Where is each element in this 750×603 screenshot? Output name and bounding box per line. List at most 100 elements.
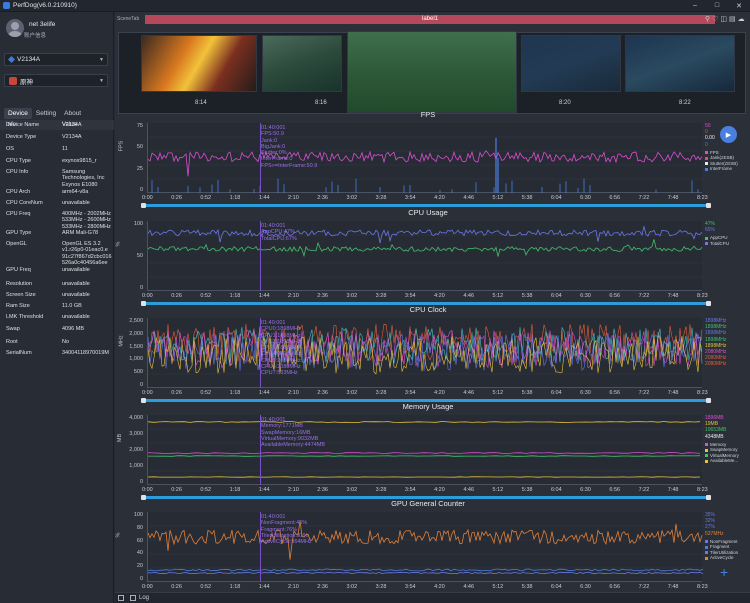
- info-value: exynos9815_r: [62, 158, 97, 164]
- tab-device[interactable]: Device: [4, 108, 32, 119]
- legend-item[interactable]: FPS: [705, 150, 738, 156]
- legend-item[interactable]: Jank(≠ESB): [705, 155, 738, 161]
- plot-area[interactable]: 01:40:001 FPS:50.9 Jank:0 BigJank:0 Stutter:…: [147, 123, 703, 193]
- screenshot-thumb[interactable]: [141, 35, 257, 92]
- tab-about[interactable]: About: [64, 110, 82, 117]
- cloud-icon[interactable]: ☁: [737, 16, 745, 23]
- legend-item[interactable]: ActiveCycle: [705, 555, 738, 561]
- legend-item[interactable]: SwapMemory: [705, 447, 739, 453]
- account-info-link[interactable]: 账户信息: [24, 33, 47, 39]
- screenshot-thumb[interactable]: [262, 35, 342, 92]
- add-icon[interactable]: +: [720, 564, 729, 580]
- legend-swatch-icon: [705, 443, 708, 447]
- user-name: net 3elife: [29, 21, 56, 28]
- legend-item[interactable]: Memory: [705, 442, 739, 448]
- x-tick: 2:10: [288, 195, 299, 201]
- current-value: 19MB: [705, 421, 719, 428]
- screenshot-thumb-current[interactable]: [347, 31, 517, 113]
- screenshot-timeline[interactable]: 8:14 8:16 8:20 8:22: [118, 31, 746, 114]
- legend-item[interactable]: NonFragment: [705, 539, 738, 545]
- cursor-tooltip: 01:40:001 CPU0:1898MHz CPU1:1898MHz CPU2:18…: [261, 320, 301, 377]
- y-tick: 75: [136, 123, 143, 129]
- legend-swatch-icon: [705, 167, 708, 171]
- x-tick: 5:38: [521, 293, 533, 299]
- x-tick: 5:12: [492, 195, 504, 201]
- x-tick: 7:48: [667, 293, 679, 299]
- legend-item[interactable]: Stutter(≠ESB): [705, 161, 738, 167]
- legend-item[interactable]: VirtualMemory: [705, 453, 739, 459]
- thumb-time: 8:22: [679, 100, 691, 106]
- chart-panel: CPU Usage% 100 50 0 01:40:001 AppCPU:47% Total…: [115, 208, 739, 306]
- scene-toolbar: ⚲ ♡ ◫ ▤ ☁: [705, 15, 745, 23]
- legend-item[interactable]: AppCPU: [705, 235, 729, 241]
- series-line: [147, 328, 703, 369]
- time-cursor[interactable]: [260, 512, 261, 582]
- chart-scrollbar[interactable]: [141, 203, 711, 208]
- expand-icon[interactable]: [118, 595, 124, 601]
- chart-scrollbar[interactable]: [141, 398, 711, 403]
- time-cursor[interactable]: [260, 415, 261, 485]
- tab-setting[interactable]: Setting: [35, 110, 57, 117]
- folder-icon[interactable]: ▤: [729, 16, 736, 23]
- legend-label: AvailableMe...: [710, 458, 739, 464]
- minimize-icon[interactable]: –: [693, 2, 697, 9]
- screenshot-thumb[interactable]: [521, 35, 621, 92]
- time-cursor[interactable]: [260, 123, 261, 193]
- time-cursor[interactable]: [260, 221, 261, 291]
- device-select[interactable]: V2134A ▼: [4, 53, 108, 66]
- plot-area[interactable]: 01:40:001 Memory:1771MB SwapMemory:16MB Vir…: [147, 415, 703, 485]
- tooltip-line: Jank:0: [261, 137, 278, 144]
- chart-scrollbar[interactable]: [141, 495, 711, 500]
- info-value: arm64-v8a: [62, 189, 89, 195]
- info-key: GPU Freq: [6, 267, 31, 273]
- y-tick: 1,000: [129, 356, 143, 363]
- legend-item[interactable]: AvailableMe...: [705, 458, 739, 464]
- tooltip-line: VirtualMemory:9032MB: [261, 435, 319, 442]
- x-tick: 1:44: [258, 584, 270, 590]
- current-value: 537MHz: [705, 530, 724, 537]
- app-icon: [9, 76, 17, 85]
- time-cursor[interactable]: [260, 318, 261, 388]
- chart-legend: AppCPU TotalCPU: [705, 235, 729, 246]
- log-checkbox[interactable]: [130, 595, 136, 601]
- current-values: 1896MB 19MB 10653MB 4348MB: [705, 415, 726, 440]
- info-value: 11.0 GB: [62, 303, 82, 309]
- current-value: 1896MB: [705, 415, 724, 421]
- series-line: [147, 150, 703, 177]
- legend-swatch-icon: [705, 162, 708, 166]
- y-tick: 500: [133, 369, 143, 376]
- app-select[interactable]: 原神 ▼: [4, 74, 108, 87]
- x-tick: 4:20: [434, 293, 445, 299]
- legend-item[interactable]: TotalCPU: [705, 241, 729, 247]
- y-tick: 50: [136, 144, 143, 151]
- x-tick: 6:04: [550, 487, 562, 493]
- plot-area[interactable]: 01:40:001 NonFragment:45% Fragment:76% Tile…: [147, 512, 704, 582]
- legend-item[interactable]: InterFrame: [705, 166, 738, 172]
- tooltip-line: 01:40:001: [261, 223, 286, 229]
- chart-scrollbar[interactable]: [141, 301, 711, 306]
- series-line: [147, 421, 701, 423]
- legend-item[interactable]: Fragment: [705, 544, 738, 550]
- maximize-icon[interactable]: □: [714, 2, 720, 9]
- legend-item[interactable]: TilerUtilization: [705, 550, 738, 556]
- close-icon[interactable]: ✕: [736, 2, 742, 10]
- plot-area[interactable]: 01:40:001 CPU0:1898MHz CPU1:1898MHz CPU2:18…: [147, 318, 703, 388]
- x-tick: 8:23: [697, 195, 708, 201]
- chart-panel: Memory Usage MB 4,000 3,000 2,000 1,000 0 01:40…: [117, 402, 739, 500]
- screenshot-thumb[interactable]: [625, 35, 735, 92]
- scene-label-bar[interactable]: label1: [145, 15, 715, 24]
- avatar[interactable]: [6, 19, 24, 37]
- legend-label: Jank(≠ESB): [710, 155, 734, 161]
- info-key: Device Type: [6, 134, 37, 140]
- trash-icon[interactable]: ◫: [720, 16, 728, 23]
- location-icon[interactable]: ⚲: [705, 16, 711, 23]
- x-tick: 2:36: [317, 293, 328, 299]
- plot-area[interactable]: 01:40:001 AppCPU:47% TotalCPU:67%: [147, 221, 703, 291]
- legend-label: Fragment: [710, 544, 730, 550]
- app-logo-icon: [3, 2, 10, 9]
- heart-icon[interactable]: ♡: [712, 16, 719, 23]
- current-value: 32%: [705, 518, 716, 525]
- current-value: 0.00: [705, 135, 715, 142]
- info-key: SerialNum: [6, 350, 32, 356]
- play-button[interactable]: ▶: [720, 126, 737, 143]
